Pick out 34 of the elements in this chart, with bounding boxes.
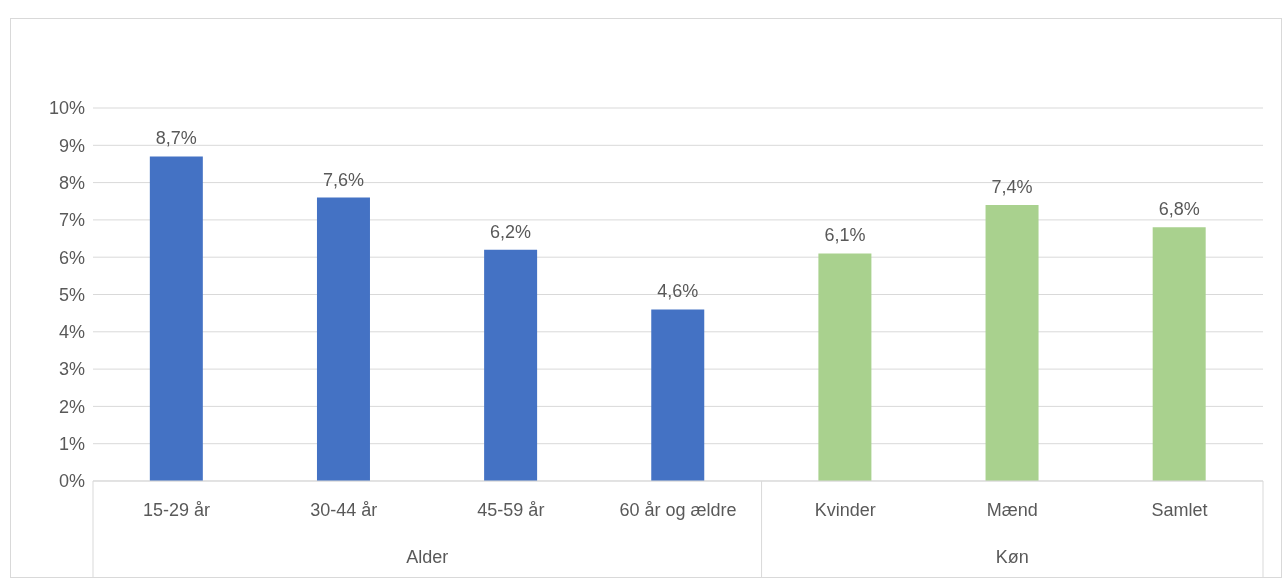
x-tick-label: 15-29 år — [143, 499, 211, 520]
y-tick-label: 0% — [58, 471, 85, 492]
bar — [1152, 227, 1206, 481]
data-label: 6,1% — [824, 225, 866, 246]
data-label: 4,6% — [657, 281, 699, 302]
y-tick-label: 1% — [58, 434, 85, 455]
x-tick-label: Samlet — [1151, 499, 1208, 520]
y-tick-label: 3% — [58, 359, 85, 380]
y-tick-label: 5% — [58, 284, 85, 305]
bar — [651, 309, 705, 481]
data-label: 7,6% — [322, 169, 364, 190]
x-tick-label: 30-44 år — [310, 499, 378, 520]
y-tick-label: 9% — [58, 135, 85, 156]
text: Køn — [995, 547, 1029, 567]
data-label: 7,4% — [991, 176, 1033, 197]
bar — [985, 204, 1039, 481]
x-tick-label: 45-59 år — [477, 499, 545, 520]
data-label: 8,7% — [155, 128, 197, 149]
data-label: 6,8% — [1158, 199, 1200, 220]
y-tick-label: 4% — [58, 322, 85, 343]
bar — [316, 197, 370, 481]
data-label: 6,2% — [490, 221, 532, 242]
x-tick-label: Mænd — [986, 499, 1038, 520]
bar — [484, 249, 538, 481]
y-tick-label: 8% — [58, 172, 85, 193]
text: Alder — [406, 547, 449, 567]
bar — [818, 253, 872, 481]
y-tick-label: 7% — [58, 210, 85, 231]
x-tick-label: 60 år og ældre — [619, 499, 737, 520]
x-tick-label: Kvinder — [814, 499, 876, 520]
bar — [149, 156, 203, 481]
y-tick-label: 6% — [58, 247, 85, 268]
y-tick-label: 2% — [58, 396, 85, 417]
y-tick-label: 10% — [48, 98, 85, 119]
